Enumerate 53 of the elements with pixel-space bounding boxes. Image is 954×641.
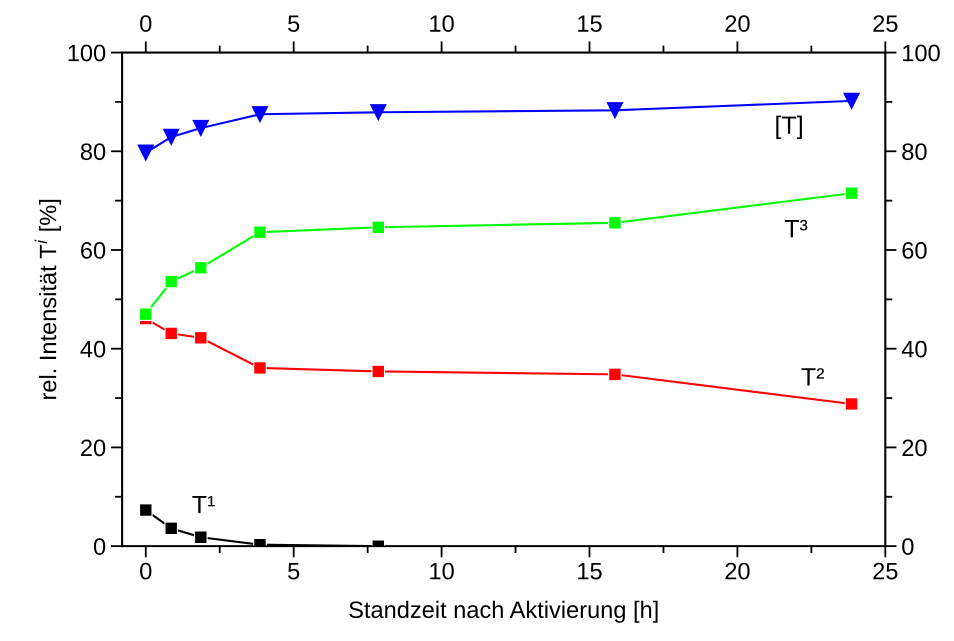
point — [194, 530, 208, 544]
x-tick-label: 15 — [578, 562, 602, 580]
point — [370, 104, 386, 120]
y2-tick-label: 40 — [902, 340, 927, 358]
x2-tick-label: 20 — [725, 15, 750, 32]
series-label: T³ — [784, 220, 808, 238]
series-label: [T] — [776, 116, 802, 139]
point — [138, 144, 154, 161]
y-tick-label: 100 — [68, 44, 106, 62]
x2-tick-label: 15 — [578, 15, 602, 32]
point — [608, 368, 622, 382]
y2-tick-label: 20 — [902, 439, 927, 456]
x2-tick-label: 0 — [140, 15, 152, 32]
point — [608, 216, 622, 230]
point — [194, 331, 208, 345]
point — [164, 326, 178, 340]
point — [163, 128, 180, 146]
x2-tick-label: 25 — [873, 15, 898, 32]
y-tick-label: 0 — [94, 538, 106, 555]
point — [371, 364, 386, 378]
y-tick-label: 40 — [80, 340, 106, 358]
point — [253, 225, 267, 240]
y2-tick-label: 100 — [903, 44, 940, 62]
x2-tick-label: 10 — [430, 15, 454, 32]
x-tick-label: 10 — [430, 562, 454, 580]
point — [844, 397, 858, 411]
point — [138, 503, 153, 517]
y-tick-label: 80 — [80, 143, 106, 160]
x-tick-label: 0 — [140, 562, 152, 580]
point — [606, 102, 624, 119]
point — [192, 120, 209, 136]
x-tick-label: 5 — [288, 562, 300, 580]
series-label: T¹ — [192, 496, 215, 514]
point — [844, 186, 858, 200]
point — [194, 260, 208, 275]
y-tick-label: 60 — [81, 242, 106, 259]
point — [371, 220, 386, 234]
y2-tick-label: 80 — [902, 143, 927, 160]
x-tick-label: 25 — [873, 562, 898, 580]
y-axis-title: rel. Intensität T$^{i}$ [%] — [34, 200, 62, 399]
point — [843, 92, 860, 110]
point — [138, 307, 153, 321]
point — [164, 274, 178, 288]
y-tick-label: 20 — [81, 439, 106, 456]
y2-tick-label: 0 — [902, 538, 914, 555]
point — [164, 522, 178, 536]
x-axis-title: Standzeit nach Aktivierung [h] — [349, 600, 658, 623]
x2-tick-label: 5 — [288, 15, 300, 32]
y2-tick-label: 60 — [902, 242, 927, 259]
series-label: T² — [801, 368, 824, 386]
x-tick-label: 20 — [725, 562, 750, 580]
point — [252, 106, 268, 122]
point — [253, 361, 267, 375]
